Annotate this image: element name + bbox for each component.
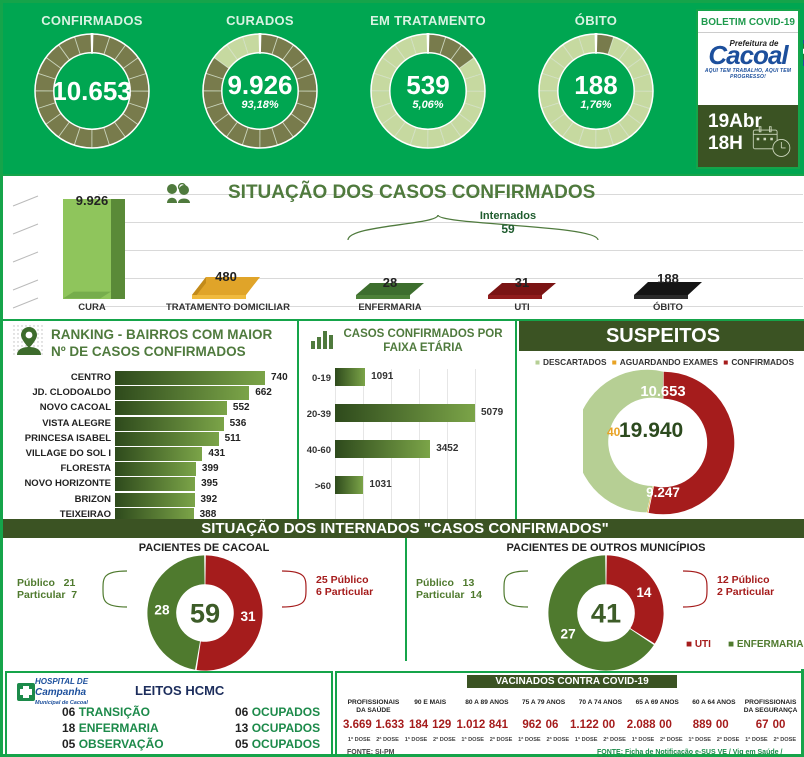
- svg-text:41: 41: [591, 598, 621, 629]
- svg-text:59: 59: [190, 598, 220, 629]
- svg-text:27: 27: [561, 626, 576, 641]
- svg-text:9.247: 9.247: [646, 485, 680, 500]
- svg-text:31: 31: [240, 609, 256, 624]
- svg-text:10.653: 10.653: [640, 384, 685, 400]
- svg-text:14: 14: [636, 585, 652, 600]
- svg-text:28: 28: [154, 602, 170, 617]
